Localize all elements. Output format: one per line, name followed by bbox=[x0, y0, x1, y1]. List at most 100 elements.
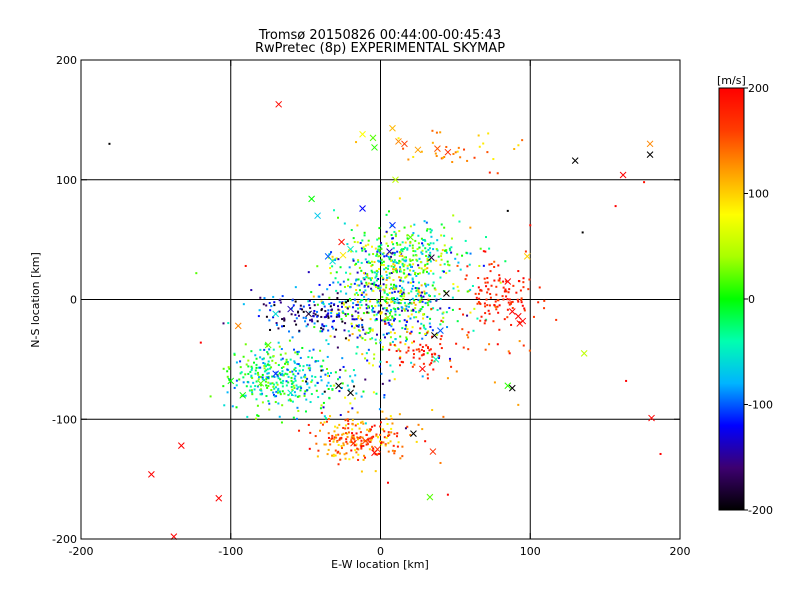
data-point-dot bbox=[389, 342, 392, 345]
data-point-dot bbox=[407, 346, 410, 349]
data-point-dot bbox=[357, 329, 360, 332]
data-point-dot bbox=[439, 343, 442, 346]
data-point-dot bbox=[353, 444, 356, 447]
data-point-dot bbox=[341, 301, 344, 304]
data-point-dot bbox=[345, 438, 348, 441]
data-point-dot bbox=[342, 302, 345, 305]
data-point-dot bbox=[321, 423, 324, 426]
data-point-dot bbox=[532, 315, 535, 318]
data-point-dot bbox=[496, 343, 499, 346]
data-point-dot bbox=[346, 432, 349, 435]
data-point-dot bbox=[429, 325, 432, 328]
data-point-dot bbox=[291, 382, 294, 385]
data-point-dot bbox=[446, 493, 449, 496]
data-point-dot bbox=[342, 303, 345, 306]
data-point-dot bbox=[328, 374, 331, 377]
data-point-dot bbox=[442, 316, 445, 319]
data-point-dot bbox=[355, 289, 358, 292]
data-point-dot bbox=[290, 379, 293, 382]
data-point-dot bbox=[360, 247, 363, 250]
data-point-dot bbox=[348, 458, 351, 461]
data-point-dot bbox=[386, 481, 389, 484]
data-point-dot bbox=[266, 386, 269, 389]
data-point-dot bbox=[373, 281, 376, 284]
data-point-dot bbox=[377, 435, 380, 438]
data-point-dot bbox=[437, 255, 440, 258]
data-point-dot bbox=[382, 307, 385, 310]
y-axis-label: N-S location [km] bbox=[29, 252, 42, 348]
data-point-dot bbox=[393, 259, 396, 262]
data-point-dot bbox=[360, 442, 363, 445]
data-point-dot bbox=[366, 359, 369, 362]
data-point-dot bbox=[382, 345, 385, 348]
data-point-dot bbox=[319, 375, 322, 378]
data-point-dot bbox=[387, 433, 390, 436]
data-point-dot bbox=[399, 457, 402, 460]
data-point-dot bbox=[346, 299, 349, 302]
data-point-dot bbox=[316, 310, 319, 313]
data-point-dot bbox=[442, 270, 445, 273]
data-point-dot bbox=[424, 263, 427, 266]
data-point-dot bbox=[310, 393, 313, 396]
colorbar-gradient bbox=[718, 87, 745, 511]
data-point-dot bbox=[412, 284, 415, 287]
data-point-dot bbox=[395, 285, 398, 288]
data-point-dot bbox=[300, 376, 303, 379]
data-point-dot bbox=[280, 358, 283, 361]
data-point-dot bbox=[231, 405, 234, 408]
data-point-dot bbox=[429, 269, 432, 272]
data-point-x bbox=[374, 445, 381, 453]
data-point-dot bbox=[369, 338, 372, 341]
data-point-dot bbox=[406, 247, 409, 250]
data-point-dot bbox=[538, 286, 541, 289]
data-point-dot bbox=[359, 431, 362, 434]
data-point-dot bbox=[488, 247, 491, 250]
data-point-dot bbox=[364, 289, 367, 292]
data-point-dot bbox=[298, 395, 301, 398]
data-point-dot bbox=[387, 442, 390, 445]
data-point-dot bbox=[380, 440, 383, 443]
data-point-dot bbox=[387, 332, 390, 335]
data-point-dot bbox=[281, 357, 284, 360]
data-point-dot bbox=[490, 284, 493, 287]
data-point-dot bbox=[261, 392, 264, 395]
data-point-dot bbox=[410, 290, 413, 293]
data-point-dot bbox=[320, 411, 323, 414]
data-point-dot bbox=[429, 251, 432, 254]
data-point-dot bbox=[407, 281, 410, 284]
data-point-dot bbox=[291, 388, 294, 391]
data-point-dot bbox=[376, 270, 379, 273]
data-point-dot bbox=[412, 340, 415, 343]
data-point-dot bbox=[543, 299, 546, 302]
data-point-dot bbox=[475, 296, 478, 299]
data-point-dot bbox=[254, 385, 257, 388]
data-point-dot bbox=[319, 421, 322, 424]
data-point-dot bbox=[492, 320, 495, 323]
data-point-dot bbox=[392, 444, 395, 447]
data-point-dot bbox=[272, 316, 275, 319]
data-point-x bbox=[571, 157, 579, 164]
data-point-dot bbox=[267, 376, 270, 379]
data-point-dot bbox=[430, 307, 433, 310]
data-point-dot bbox=[420, 251, 423, 254]
data-point-dot bbox=[333, 436, 336, 439]
data-point-dot bbox=[356, 303, 359, 306]
data-point-x bbox=[257, 379, 265, 387]
data-point-dot bbox=[263, 362, 266, 365]
data-point-dot bbox=[401, 455, 404, 458]
data-point-dot bbox=[286, 368, 289, 371]
data-point-dot bbox=[422, 313, 425, 316]
data-point-dot bbox=[356, 241, 359, 244]
data-point-dot bbox=[359, 317, 362, 320]
data-point-dot bbox=[426, 377, 429, 380]
data-point-dot bbox=[344, 419, 347, 422]
data-point-dot bbox=[430, 229, 433, 232]
data-point-dot bbox=[354, 449, 357, 452]
data-point-dot bbox=[345, 432, 348, 435]
data-point-x bbox=[362, 437, 369, 445]
data-point-dot bbox=[279, 393, 282, 396]
data-point-dot bbox=[488, 171, 491, 174]
data-point-dot bbox=[471, 284, 474, 287]
data-point-dot bbox=[374, 470, 377, 473]
data-point-dot bbox=[359, 335, 362, 338]
